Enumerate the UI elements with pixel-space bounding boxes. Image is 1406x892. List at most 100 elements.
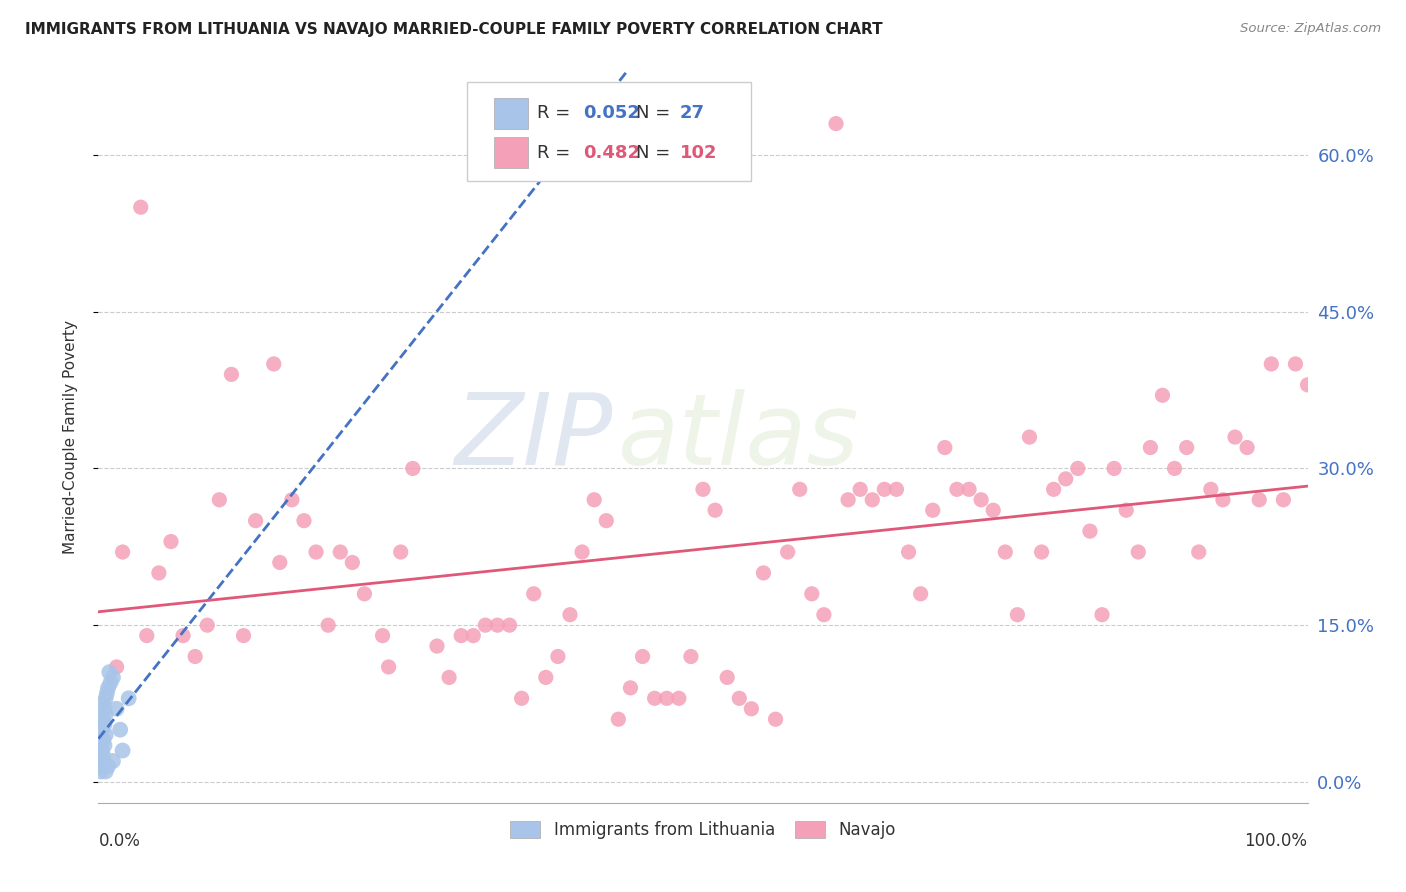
Point — [558, 607, 581, 622]
Point — [105, 660, 128, 674]
Point — [221, 368, 243, 382]
Point — [91, 733, 114, 747]
Point — [1067, 461, 1090, 475]
Point — [91, 748, 114, 763]
Point — [329, 545, 352, 559]
Point — [776, 545, 799, 559]
Point — [118, 691, 141, 706]
Point — [93, 702, 115, 716]
Point — [934, 441, 956, 455]
Point — [813, 607, 835, 622]
Text: 0.052: 0.052 — [583, 104, 640, 122]
Point — [510, 691, 533, 706]
Point — [1163, 461, 1185, 475]
Point — [873, 483, 896, 497]
Point — [547, 649, 569, 664]
Point — [981, 503, 1004, 517]
Point — [94, 691, 117, 706]
Point — [1175, 441, 1198, 455]
Point — [1188, 545, 1211, 559]
Point — [135, 629, 157, 643]
Point — [800, 587, 823, 601]
Point — [994, 545, 1017, 559]
Point — [90, 754, 112, 768]
Point — [232, 629, 254, 643]
Point — [91, 697, 114, 711]
Point — [1054, 472, 1077, 486]
Point — [208, 492, 231, 507]
FancyBboxPatch shape — [467, 82, 751, 181]
Point — [1272, 492, 1295, 507]
Point — [765, 712, 787, 726]
Point — [97, 759, 120, 773]
Point — [96, 686, 118, 700]
Point — [342, 556, 364, 570]
FancyBboxPatch shape — [494, 137, 527, 168]
Point — [91, 759, 114, 773]
Point — [98, 665, 121, 680]
Point — [1115, 503, 1137, 517]
Point — [1236, 441, 1258, 455]
Point — [111, 743, 134, 757]
Point — [1296, 377, 1319, 392]
Point — [93, 739, 115, 753]
Point — [90, 764, 112, 779]
Point — [371, 629, 394, 643]
Point — [269, 556, 291, 570]
Text: IMMIGRANTS FROM LITHUANIA VS NAVAJO MARRIED-COUPLE FAMILY POVERTY CORRELATION CH: IMMIGRANTS FROM LITHUANIA VS NAVAJO MARR… — [25, 22, 883, 37]
Point — [292, 514, 315, 528]
Point — [91, 743, 114, 757]
Point — [498, 618, 520, 632]
Point — [619, 681, 641, 695]
Point — [1199, 483, 1222, 497]
Point — [825, 117, 848, 131]
Point — [1152, 388, 1174, 402]
Point — [463, 629, 485, 643]
Text: N =: N = — [637, 144, 676, 161]
Point — [644, 691, 666, 706]
Point — [1078, 524, 1101, 538]
Point — [1102, 461, 1125, 475]
Point — [1018, 430, 1040, 444]
Point — [389, 545, 412, 559]
Point — [100, 675, 122, 690]
Point — [957, 483, 980, 497]
Point — [860, 492, 883, 507]
Point — [668, 691, 690, 706]
Point — [195, 618, 218, 632]
Point — [1223, 430, 1246, 444]
Point — [97, 681, 120, 695]
Point — [101, 670, 124, 684]
Text: 0.482: 0.482 — [583, 144, 640, 161]
Point — [111, 545, 134, 559]
Point — [631, 649, 654, 664]
Point — [897, 545, 920, 559]
Point — [523, 587, 546, 601]
Point — [101, 754, 124, 768]
Point — [94, 706, 117, 721]
Y-axis label: Married-Couple Family Poverty: Married-Couple Family Poverty — [63, 320, 77, 554]
Point — [486, 618, 509, 632]
Point — [679, 649, 702, 664]
Point — [305, 545, 328, 559]
Point — [886, 483, 908, 497]
Point — [752, 566, 775, 580]
Point — [94, 728, 117, 742]
Text: ZIP: ZIP — [454, 389, 613, 485]
Point — [789, 483, 811, 497]
Point — [402, 461, 425, 475]
Point — [172, 629, 194, 643]
Point — [160, 534, 183, 549]
Point — [450, 629, 472, 643]
Point — [94, 764, 117, 779]
Point — [474, 618, 496, 632]
Text: 0.0%: 0.0% — [98, 832, 141, 850]
Point — [1007, 607, 1029, 622]
Point — [437, 670, 460, 684]
Text: 100.0%: 100.0% — [1244, 832, 1308, 850]
Point — [921, 503, 943, 517]
Point — [946, 483, 969, 497]
Legend: Immigrants from Lithuania, Navajo: Immigrants from Lithuania, Navajo — [503, 814, 903, 846]
Text: R =: R = — [537, 144, 576, 161]
Text: 102: 102 — [681, 144, 717, 161]
